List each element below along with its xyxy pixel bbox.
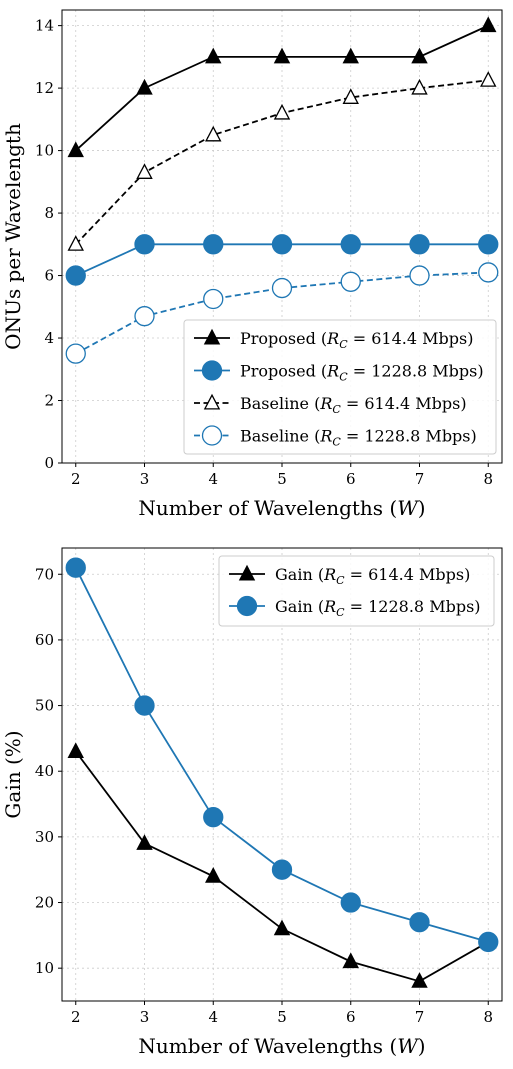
data-point [65,343,86,364]
x-tick-label: 5 [277,1008,287,1026]
data-point [273,103,291,120]
y-tick-label: 10 [35,959,54,977]
legend-marker [203,393,221,410]
legend-marker [203,328,221,345]
y-tick-label: 8 [44,204,54,222]
legend-entry: Baseline (RC = 614.4 Mbps) [240,394,467,416]
data-point [271,234,293,255]
data-point [136,163,153,179]
x-tick-label: 8 [483,1008,493,1026]
data-point [478,234,499,255]
data-point [342,47,359,64]
data-point [203,807,224,828]
x-axis-label: Number of Wavelengths (W) [138,496,425,520]
data-point [273,47,291,64]
data-point [411,78,428,95]
x-tick-label: 3 [140,470,150,488]
legend-marker [201,425,223,446]
data-point [409,265,430,286]
y-axis-label: ONUs per Wavelength [1,123,25,350]
data-point [478,931,499,953]
legend-marker [236,595,258,617]
data-point [67,141,84,158]
y-tick-label: 40 [35,762,54,780]
data-point [480,16,497,33]
data-point [409,912,430,933]
data-point [271,277,293,299]
data-point [340,892,361,913]
legend-entry: Gain (RC = 614.4 Mbps) [275,565,470,587]
series-1 [67,16,497,158]
series-3 [67,71,497,251]
legend: Gain (RC = 614.4 Mbps) Gain (RC = 1228.8 … [218,555,495,627]
data-point [136,78,153,95]
legend: Proposed (RC = 614.4 Mbps) Proposed (RC =… [183,319,497,455]
y-tick-label: 30 [35,828,54,846]
legend-box [183,319,497,455]
x-tick-label: 6 [346,1008,356,1026]
x-tick-label: 5 [277,470,287,488]
x-tick-label: 7 [415,470,425,488]
chart-2: 2 3 4 5 6 7 8 10 20 30 40 50 60 70 Number of Wavelengt… [1,547,503,1058]
data-point [478,262,499,283]
y-tick-label: 10 [35,142,54,160]
x-tick-label: 4 [208,470,218,488]
data-point [409,234,430,255]
data-point [67,235,84,251]
data-point [134,695,155,716]
x-tick-label: 2 [71,470,81,488]
data-point [271,859,293,880]
data-point [203,234,224,255]
y-tick-label: 14 [35,17,54,35]
y-tick-label: 50 [35,697,54,715]
data-point [411,47,428,64]
data-point [134,234,155,255]
data-point [205,125,222,142]
y-tick-label: 12 [35,79,54,97]
series-2 [65,234,499,286]
legend-marker [201,360,223,381]
y-tick-label: 60 [35,631,54,649]
legend-entry: Gain (RC = 1228.8 Mbps) [275,597,481,619]
data-point [67,742,84,759]
x-tick-label: 7 [415,1008,425,1026]
legend-entry: Baseline (RC = 1228.8 Mbps) [240,427,477,449]
x-tick-label: 6 [346,470,356,488]
data-point [136,834,153,850]
legend-box [218,555,495,627]
data-point [205,47,222,64]
legend-marker [238,564,256,581]
data-point [411,972,428,988]
y-tick-label: 4 [44,329,54,347]
y-axis-label: Gain (%) [1,730,25,818]
data-point [342,952,359,969]
x-tick-label: 2 [71,1008,81,1026]
data-point [273,919,291,936]
y-tick-label: 6 [44,267,54,285]
x-tick-label: 3 [140,1008,150,1026]
data-point [480,71,497,87]
data-point [65,265,86,286]
y-tick-label: 70 [35,565,54,583]
legend-entry: Proposed (RC = 614.4 Mbps) [240,329,473,351]
data-point [203,288,224,310]
series-4 [65,262,499,364]
y-tick-label: 2 [44,392,54,410]
x-axis-label: Number of Wavelengths (W) [138,1034,425,1058]
data-point [340,271,361,292]
y-tick-label: 0 [44,454,54,472]
data-point [134,306,155,327]
data-point [65,557,86,578]
data-point [342,88,359,104]
series-2 [65,557,499,953]
legend-entry: Proposed (RC = 1228.8 Mbps) [240,362,484,384]
x-tick-label: 4 [208,1008,218,1026]
y-tick-label: 20 [35,894,54,912]
x-tick-label: 8 [483,470,493,488]
data-point [340,234,361,255]
data-point [205,867,222,883]
